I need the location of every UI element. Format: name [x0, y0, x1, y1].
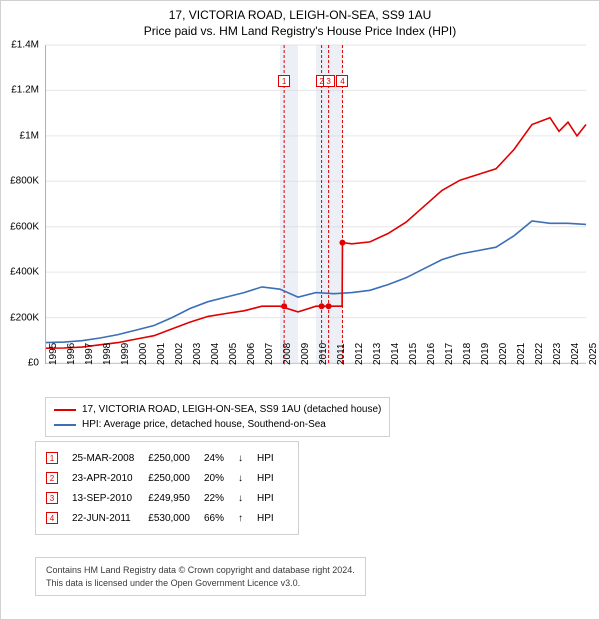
sale-price: £249,950 [148, 488, 204, 508]
event-marker-1: 1 [278, 75, 290, 87]
sale-dir: ↑ [238, 508, 257, 528]
x-tick: 2010 [318, 335, 329, 365]
legend: 17, VICTORIA ROAD, LEIGH-ON-SEA, SS9 1AU… [45, 397, 390, 437]
sale-dir: ↓ [238, 468, 257, 488]
chart-container: 17, VICTORIA ROAD, LEIGH-ON-SEA, SS9 1AU… [0, 0, 600, 620]
x-tick: 2020 [498, 335, 509, 365]
x-tick: 1996 [66, 335, 77, 365]
x-tick: 2004 [210, 335, 221, 365]
footer-attribution: Contains HM Land Registry data © Crown c… [35, 557, 366, 596]
sale-price: £530,000 [148, 508, 204, 528]
sale-cmp: HPI [257, 468, 288, 488]
event-marker-3: 3 [323, 75, 335, 87]
x-tick: 1997 [84, 335, 95, 365]
x-tick: 2018 [462, 335, 473, 365]
x-tick: 2023 [552, 335, 563, 365]
x-tick: 2002 [174, 335, 185, 365]
title-subtitle: Price paid vs. HM Land Registry's House … [5, 23, 595, 39]
sales-table: 125-MAR-2008£250,00024%↓HPI223-APR-2010£… [35, 441, 299, 535]
x-tick: 2015 [408, 335, 419, 365]
x-tick: 2006 [246, 335, 257, 365]
sale-marker: 3 [46, 492, 58, 504]
x-tick: 2017 [444, 335, 455, 365]
plot-area: 1234 [45, 45, 586, 364]
x-tick: 2008 [282, 335, 293, 365]
x-tick: 2001 [156, 335, 167, 365]
legend-item: 17, VICTORIA ROAD, LEIGH-ON-SEA, SS9 1AU… [54, 402, 381, 417]
x-tick: 2005 [228, 335, 239, 365]
event-marker-4: 4 [336, 75, 348, 87]
legend-label: 17, VICTORIA ROAD, LEIGH-ON-SEA, SS9 1AU… [82, 402, 381, 417]
x-tick: 2019 [480, 335, 491, 365]
sale-row: 2 23-APR-2010£250,00020%↓HPI [46, 468, 288, 488]
title-address: 17, VICTORIA ROAD, LEIGH-ON-SEA, SS9 1AU [5, 7, 595, 23]
x-tick: 2025 [588, 335, 599, 365]
y-tick: £1.2M [3, 85, 39, 96]
legend-label: HPI: Average price, detached house, Sout… [82, 417, 326, 432]
x-tick: 2024 [570, 335, 581, 365]
y-tick: £1M [3, 130, 39, 141]
x-tick: 1998 [102, 335, 113, 365]
sale-pct: 66% [204, 508, 238, 528]
footer-line-1: Contains HM Land Registry data © Crown c… [46, 564, 355, 577]
x-tick: 2007 [264, 335, 275, 365]
sale-price: £250,000 [148, 468, 204, 488]
sale-pct: 22% [204, 488, 238, 508]
y-tick: £200K [3, 312, 39, 323]
chart-title: 17, VICTORIA ROAD, LEIGH-ON-SEA, SS9 1AU… [1, 1, 599, 41]
sale-row: 1 25-MAR-2008£250,00024%↓HPI [46, 448, 288, 468]
x-tick: 2022 [534, 335, 545, 365]
sale-price: £250,000 [148, 448, 204, 468]
x-tick: 2000 [138, 335, 149, 365]
sale-dir: ↓ [238, 448, 257, 468]
sale-pct: 24% [204, 448, 238, 468]
x-tick: 1999 [120, 335, 131, 365]
sale-date: 13-SEP-2010 [72, 488, 148, 508]
y-tick: £800K [3, 176, 39, 187]
x-tick: 2021 [516, 335, 527, 365]
legend-item: HPI: Average price, detached house, Sout… [54, 417, 381, 432]
sale-date: 23-APR-2010 [72, 468, 148, 488]
x-tick: 2013 [372, 335, 383, 365]
chart-svg [46, 45, 586, 363]
x-tick: 2009 [300, 335, 311, 365]
sale-marker: 4 [46, 512, 58, 524]
y-tick: £1.4M [3, 40, 39, 51]
x-tick: 2003 [192, 335, 203, 365]
x-tick: 2012 [354, 335, 365, 365]
x-tick: 2016 [426, 335, 437, 365]
sale-row: 4 22-JUN-2011£530,00066%↑HPI [46, 508, 288, 528]
y-tick: £0 [3, 358, 39, 369]
x-tick: 2011 [336, 335, 347, 365]
legend-swatch [54, 409, 76, 411]
sale-date: 25-MAR-2008 [72, 448, 148, 468]
sale-marker: 1 [46, 452, 58, 464]
sale-dir: ↓ [238, 488, 257, 508]
sale-date: 22-JUN-2011 [72, 508, 148, 528]
sale-cmp: HPI [257, 488, 288, 508]
sale-cmp: HPI [257, 508, 288, 528]
sale-pct: 20% [204, 468, 238, 488]
y-tick: £400K [3, 267, 39, 278]
footer-line-2: This data is licensed under the Open Gov… [46, 577, 355, 590]
sale-row: 3 13-SEP-2010£249,95022%↓HPI [46, 488, 288, 508]
x-tick: 1995 [48, 335, 59, 365]
x-tick: 2014 [390, 335, 401, 365]
legend-swatch [54, 424, 76, 426]
sale-cmp: HPI [257, 448, 288, 468]
sale-marker: 2 [46, 472, 58, 484]
y-tick: £600K [3, 221, 39, 232]
